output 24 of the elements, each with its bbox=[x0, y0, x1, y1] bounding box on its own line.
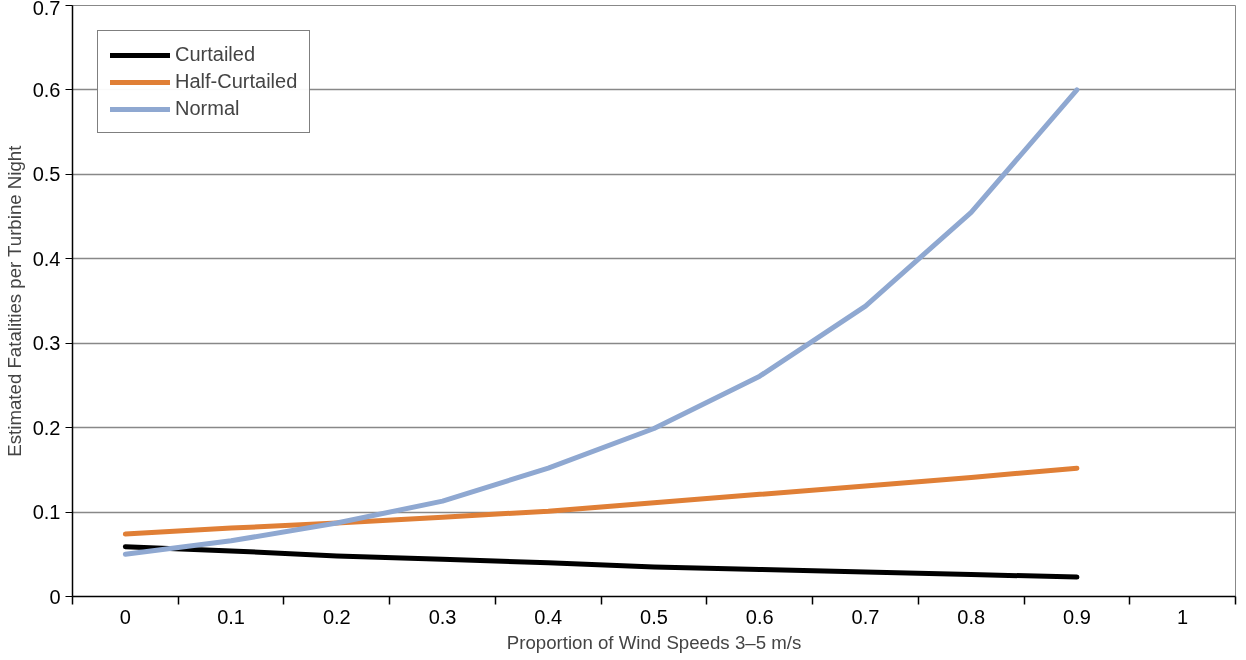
x-tick-label: 0.4 bbox=[534, 605, 563, 628]
x-tick-label: 0.5 bbox=[640, 605, 668, 628]
x-tick-label: 1 bbox=[1177, 605, 1189, 628]
x-tick-label: 0 bbox=[119, 605, 131, 628]
x-tick-label: 0.3 bbox=[428, 605, 457, 628]
y-tick-label: 0.5 bbox=[32, 163, 61, 186]
x-tick-label: 0.2 bbox=[322, 605, 351, 628]
y-tick-label: 0.1 bbox=[32, 501, 61, 524]
legend-label: Normal bbox=[175, 97, 240, 120]
y-tick-label: 0.6 bbox=[32, 78, 61, 101]
y-axis-title: Estimated Fatalities per Turbine Night bbox=[3, 144, 25, 457]
x-axis-title: Proportion of Wind Speeds 3–5 m/s bbox=[506, 631, 802, 653]
y-tick-label: 0.7 bbox=[32, 0, 61, 19]
x-tick-label: 0.8 bbox=[957, 605, 986, 628]
legend-label: Half-Curtailed bbox=[175, 70, 298, 93]
y-tick-label: 0.4 bbox=[32, 247, 61, 270]
y-tick-label: 0.2 bbox=[32, 416, 61, 439]
x-tick-label: 0.9 bbox=[1063, 605, 1091, 628]
x-tick-label: 0.1 bbox=[217, 605, 245, 628]
x-tick-label: 0.6 bbox=[745, 605, 774, 628]
x-tick-label: 0.7 bbox=[851, 605, 880, 628]
y-tick-label: 0.3 bbox=[32, 332, 61, 355]
legend-label: Curtailed bbox=[175, 43, 256, 66]
y-tick-label: 0 bbox=[49, 585, 61, 608]
